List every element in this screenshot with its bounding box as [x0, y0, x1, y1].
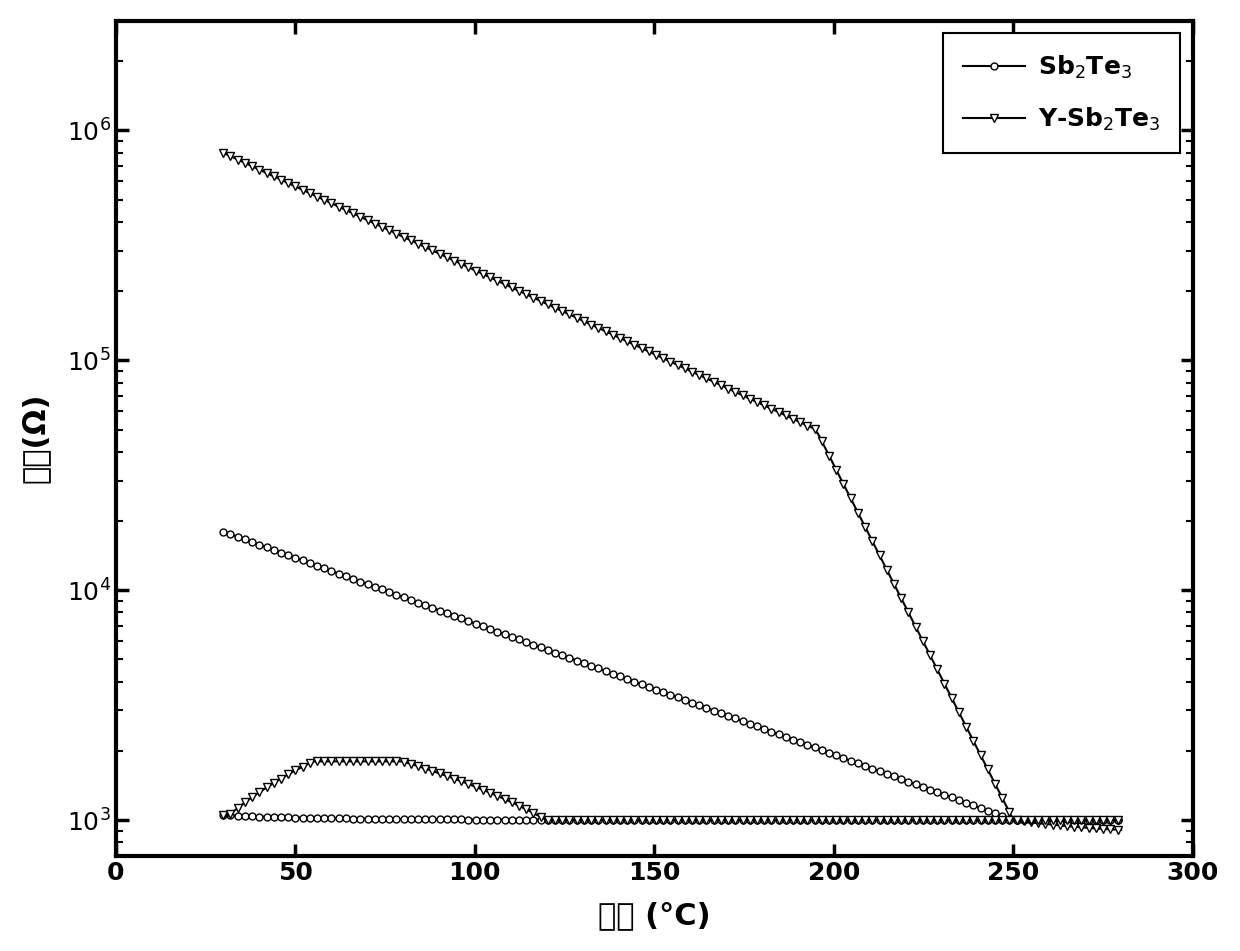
Line: Sb$_2$Te$_3$: Sb$_2$Te$_3$	[219, 528, 1125, 824]
Sb$_2$Te$_3$	[836, 752, 851, 764]
Y-Sb$_2$Te$_3$	[588, 320, 603, 332]
Legend: Sb$_2$Te$_3$, Y-Sb$_2$Te$_3$: Sb$_2$Te$_3$, Y-Sb$_2$Te$_3$	[942, 33, 1180, 153]
Sb$_2$Te$_3$	[1009, 814, 1024, 825]
X-axis label: 温度 (°C): 温度 (°C)	[598, 902, 711, 930]
Y-Sb$_2$Te$_3$	[216, 147, 231, 159]
Y-Sb$_2$Te$_3$	[735, 390, 750, 401]
Sb$_2$Te$_3$	[588, 662, 603, 673]
Sb$_2$Te$_3$	[363, 580, 378, 592]
Line: Y-Sb$_2$Te$_3$: Y-Sb$_2$Te$_3$	[219, 148, 1126, 834]
Y-Sb$_2$Te$_3$	[836, 478, 851, 490]
Sb$_2$Te$_3$	[577, 657, 591, 669]
Y-Sb$_2$Te$_3$	[363, 216, 378, 227]
Y-axis label: 电阻(Ω): 电阻(Ω)	[21, 393, 50, 483]
Sb$_2$Te$_3$	[216, 526, 231, 537]
Y-Sb$_2$Te$_3$	[1114, 825, 1128, 836]
Y-Sb$_2$Te$_3$	[1078, 822, 1092, 833]
Sb$_2$Te$_3$	[1081, 814, 1096, 825]
Sb$_2$Te$_3$	[735, 715, 750, 727]
Sb$_2$Te$_3$	[1114, 814, 1128, 825]
Y-Sb$_2$Te$_3$	[577, 316, 591, 327]
